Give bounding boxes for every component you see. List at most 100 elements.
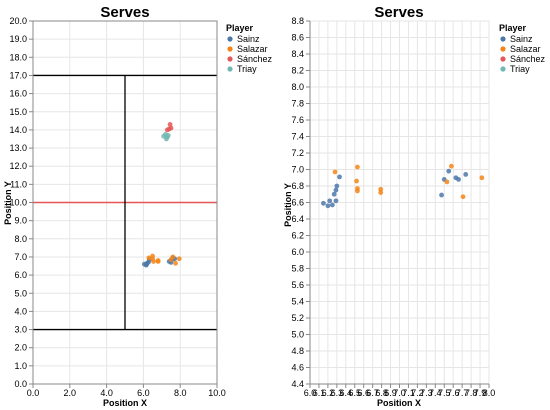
plot-frame: [32, 20, 218, 385]
court-lines: [33, 74, 217, 331]
y-tick-label: 10.0: [9, 198, 27, 208]
data-points: [141, 122, 182, 268]
legend-label: Triay: [510, 64, 530, 74]
y-axis-label: Position Y: [283, 183, 293, 227]
x-tick-label: 0.0: [27, 388, 40, 398]
data-point-salazar: [354, 178, 359, 184]
legend-label: Triay: [237, 64, 257, 74]
data-point-salazar: [444, 179, 450, 185]
axes: 0.0 2.0 4.0 6.0 8.0 10.0 0.0 1.0 2.0 3.0 4.0 5.0 6.0…: [9, 16, 225, 398]
data-point-sainz: [446, 168, 452, 174]
y-tick-label: 17.0: [9, 70, 27, 80]
x-tick-label: 6.9: [384, 388, 397, 398]
data-point-salazar: [173, 260, 179, 266]
y-tick-label: 6.0: [14, 270, 27, 280]
x-tick-label: 10.0: [208, 388, 226, 398]
legend-swatch: [227, 36, 233, 42]
y-tick-label: 7.0: [291, 165, 304, 175]
data-point-salazar: [378, 190, 384, 196]
data-point-salazar: [146, 255, 152, 261]
y-tick-label: 11.0: [10, 179, 27, 189]
y-tick-label: 8.2: [291, 66, 304, 76]
x-tick-label: 7.3: [420, 388, 433, 398]
y-tick-label: 7.2: [291, 148, 304, 158]
x-tick-label: 7.9: [474, 388, 487, 398]
y-tick-label: 5.0: [291, 330, 304, 340]
y-tick-label: 6.6: [291, 198, 304, 208]
y-tick-label: 4.4: [291, 379, 304, 389]
legend-swatch: [227, 46, 233, 52]
x-tick-label: 7.2: [411, 388, 424, 398]
y-tick-label: 8.8: [291, 16, 304, 26]
x-tick-label: 6.5: [348, 388, 361, 398]
x-tick-label: 6.1: [313, 388, 326, 398]
x-tick-label: 6.6: [357, 388, 370, 398]
legend-swatch: [500, 66, 506, 72]
y-tick-label: 19.0: [9, 34, 27, 44]
data-point-sainz: [331, 191, 337, 197]
data-point-salazar: [168, 257, 174, 263]
data-point-salazar: [155, 258, 161, 263]
data-point-salazar: [176, 256, 182, 262]
y-tick-label: 4.6: [291, 363, 304, 373]
data-point-sainz: [334, 183, 340, 189]
y-tick-label: 5.2: [291, 313, 304, 323]
y-tick-label: 14.0: [9, 125, 27, 135]
data-point-salazar: [355, 164, 360, 170]
x-tick-label: 2.0: [64, 388, 77, 398]
y-tick-label: 20.0: [9, 16, 27, 26]
data-point-sainz: [329, 202, 335, 208]
data-point-salazar: [150, 253, 156, 259]
y-tick-label: 7.6: [291, 115, 304, 125]
x-tick-label: 7.1: [402, 388, 415, 398]
legend-title: Player: [226, 23, 254, 33]
legend-label: Salazar: [510, 44, 541, 54]
y-tick-label: 5.8: [291, 264, 304, 274]
y-tick-label: 8.0: [291, 82, 304, 92]
legend-label: Salazar: [237, 44, 268, 54]
y-tick-label: 0.0: [14, 379, 27, 389]
x-tick-label: 7.8: [465, 388, 478, 398]
y-tick-label: 13.0: [9, 143, 27, 153]
y-tick-label: 4.0: [14, 306, 27, 316]
data-point-salazar: [479, 175, 485, 181]
y-tick-label: 6.2: [291, 231, 304, 241]
x-tick-label: 8.0: [174, 388, 187, 398]
y-tick-label: 9.0: [14, 216, 27, 226]
x-tick-label: 6.0: [304, 388, 317, 398]
y-tick-label: 4.8: [291, 346, 304, 356]
y-tick-label: 5.4: [291, 297, 304, 307]
data-point-sainz: [463, 172, 469, 177]
y-tick-label: 5.6: [291, 280, 304, 290]
data-point-sainz: [333, 187, 339, 193]
legend-swatch: [227, 66, 233, 72]
x-tick-label: 8.0: [483, 388, 496, 398]
x-tick-label: 7.6: [447, 388, 460, 398]
data-point-sainz: [327, 198, 333, 204]
data-point-salazar: [449, 163, 454, 169]
data-point-salazar: [460, 194, 466, 200]
x-tick-label: 7.0: [393, 388, 406, 398]
data-point-sainz: [325, 203, 331, 209]
data-point-salazar: [332, 169, 338, 175]
axes: 6.06.16.26.36.46.56.66.76.86.97.07.17.27…: [291, 16, 495, 398]
data-point-sainz: [337, 174, 342, 180]
grid: [309, 20, 490, 385]
x-tick-label: 6.3: [331, 388, 344, 398]
legend-swatch: [500, 46, 506, 52]
data-point-sainz: [144, 261, 150, 267]
legend-label: Sánchez: [510, 54, 546, 64]
x-axis-label: Position X: [103, 398, 147, 408]
data-point-sanchez: [167, 122, 173, 127]
y-tick-label: 8.6: [291, 33, 304, 43]
data-point-sainz: [321, 200, 326, 206]
data-point-triay: [165, 132, 171, 138]
legend-label: Sainz: [237, 34, 260, 44]
data-point-triay: [164, 136, 169, 142]
y-tick-label: 16.0: [9, 89, 27, 99]
legend-swatch: [227, 56, 233, 62]
y-tick-label: 7.4: [291, 132, 304, 142]
x-tick-label: 6.7: [366, 388, 379, 398]
legend-title: Player: [499, 23, 527, 33]
